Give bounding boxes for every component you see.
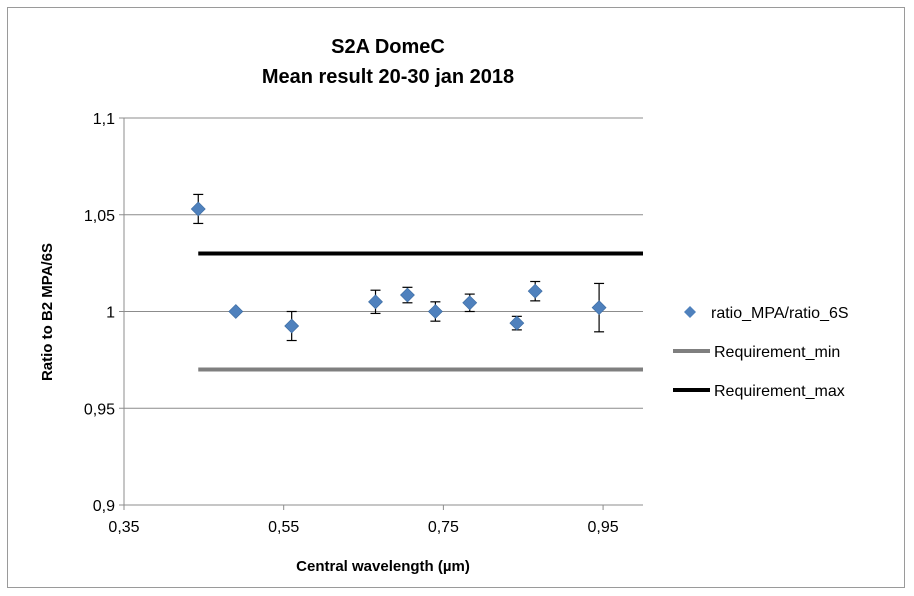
y-tick-label: 0,9: [93, 498, 115, 515]
legend-marker-points: [684, 306, 696, 318]
data-point: [427, 304, 443, 319]
legend-label: Requirement_min: [714, 344, 840, 361]
chart-title-line-1: S2A DomeC: [331, 36, 445, 58]
x-tick-label: 0,95: [588, 519, 619, 536]
y-tick-label: 1,05: [84, 208, 115, 225]
data-point: [509, 315, 525, 331]
y-axis-title: Ratio to B2 MPA/6S: [39, 243, 56, 381]
legend-label: Requirement_max: [714, 383, 845, 400]
y-tick-label: 0,95: [84, 401, 115, 418]
x-tick-label: 0,75: [428, 519, 459, 536]
series-layer: [190, 193, 643, 372]
grid-layer: [124, 117, 643, 409]
data-point: [284, 318, 300, 334]
y-tick-label: 1: [106, 305, 115, 322]
axis-layer: 0,9 0,95 1 1,05 1,1 0,35 0,55 0,75 0,95: [84, 111, 643, 536]
legend-layer: ratio_MPA/ratio_6S Requirement_min Require…: [673, 305, 849, 400]
data-point: [228, 304, 244, 319]
data-point: [462, 295, 478, 311]
x-tick-label: 0,55: [268, 519, 299, 536]
data-point: [368, 294, 383, 310]
data-point: [190, 201, 206, 217]
x-tick-label: 0,35: [108, 519, 139, 536]
y-tick-label: 1,1: [93, 111, 115, 128]
data-point: [400, 287, 415, 303]
legend-label: ratio_MPA/ratio_6S: [711, 305, 849, 322]
data-point: [527, 283, 543, 299]
data-point: [591, 300, 607, 316]
chart-title-line-2: Mean result 20-30 jan 2018: [262, 66, 514, 88]
x-axis-title: Central wavelength (µm): [296, 558, 470, 575]
chart-frame: 0,9 0,95 1 1,05 1,1 0,35 0,55 0,75 0,95 ratio_MP…: [7, 7, 905, 588]
chart-svg: 0,9 0,95 1 1,05 1,1 0,35 0,55 0,75 0,95 ratio_MP…: [39, 36, 849, 575]
